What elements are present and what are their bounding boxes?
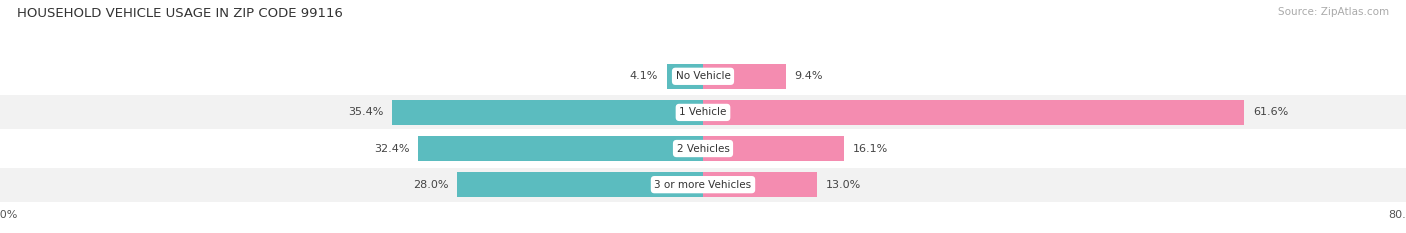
Text: 16.1%: 16.1% — [853, 144, 889, 154]
Text: HOUSEHOLD VEHICLE USAGE IN ZIP CODE 99116: HOUSEHOLD VEHICLE USAGE IN ZIP CODE 9911… — [17, 7, 343, 20]
Bar — [703, 172, 817, 197]
Text: 28.0%: 28.0% — [413, 180, 449, 190]
Bar — [392, 100, 703, 125]
Text: 13.0%: 13.0% — [827, 180, 862, 190]
Text: 32.4%: 32.4% — [374, 144, 409, 154]
Bar — [703, 136, 845, 161]
Bar — [0, 94, 1406, 130]
Bar — [666, 64, 703, 89]
Bar — [0, 167, 1406, 203]
Bar — [0, 130, 1406, 167]
Bar — [703, 100, 1244, 125]
Bar — [0, 58, 1406, 94]
Text: 3 or more Vehicles: 3 or more Vehicles — [654, 180, 752, 190]
Text: 1 Vehicle: 1 Vehicle — [679, 107, 727, 117]
Bar — [703, 64, 786, 89]
Text: No Vehicle: No Vehicle — [675, 71, 731, 81]
Bar — [419, 136, 703, 161]
Text: 2 Vehicles: 2 Vehicles — [676, 144, 730, 154]
Bar — [457, 172, 703, 197]
Text: 35.4%: 35.4% — [347, 107, 382, 117]
Text: 9.4%: 9.4% — [794, 71, 823, 81]
Text: Source: ZipAtlas.com: Source: ZipAtlas.com — [1278, 7, 1389, 17]
Text: 4.1%: 4.1% — [630, 71, 658, 81]
Text: 61.6%: 61.6% — [1253, 107, 1288, 117]
